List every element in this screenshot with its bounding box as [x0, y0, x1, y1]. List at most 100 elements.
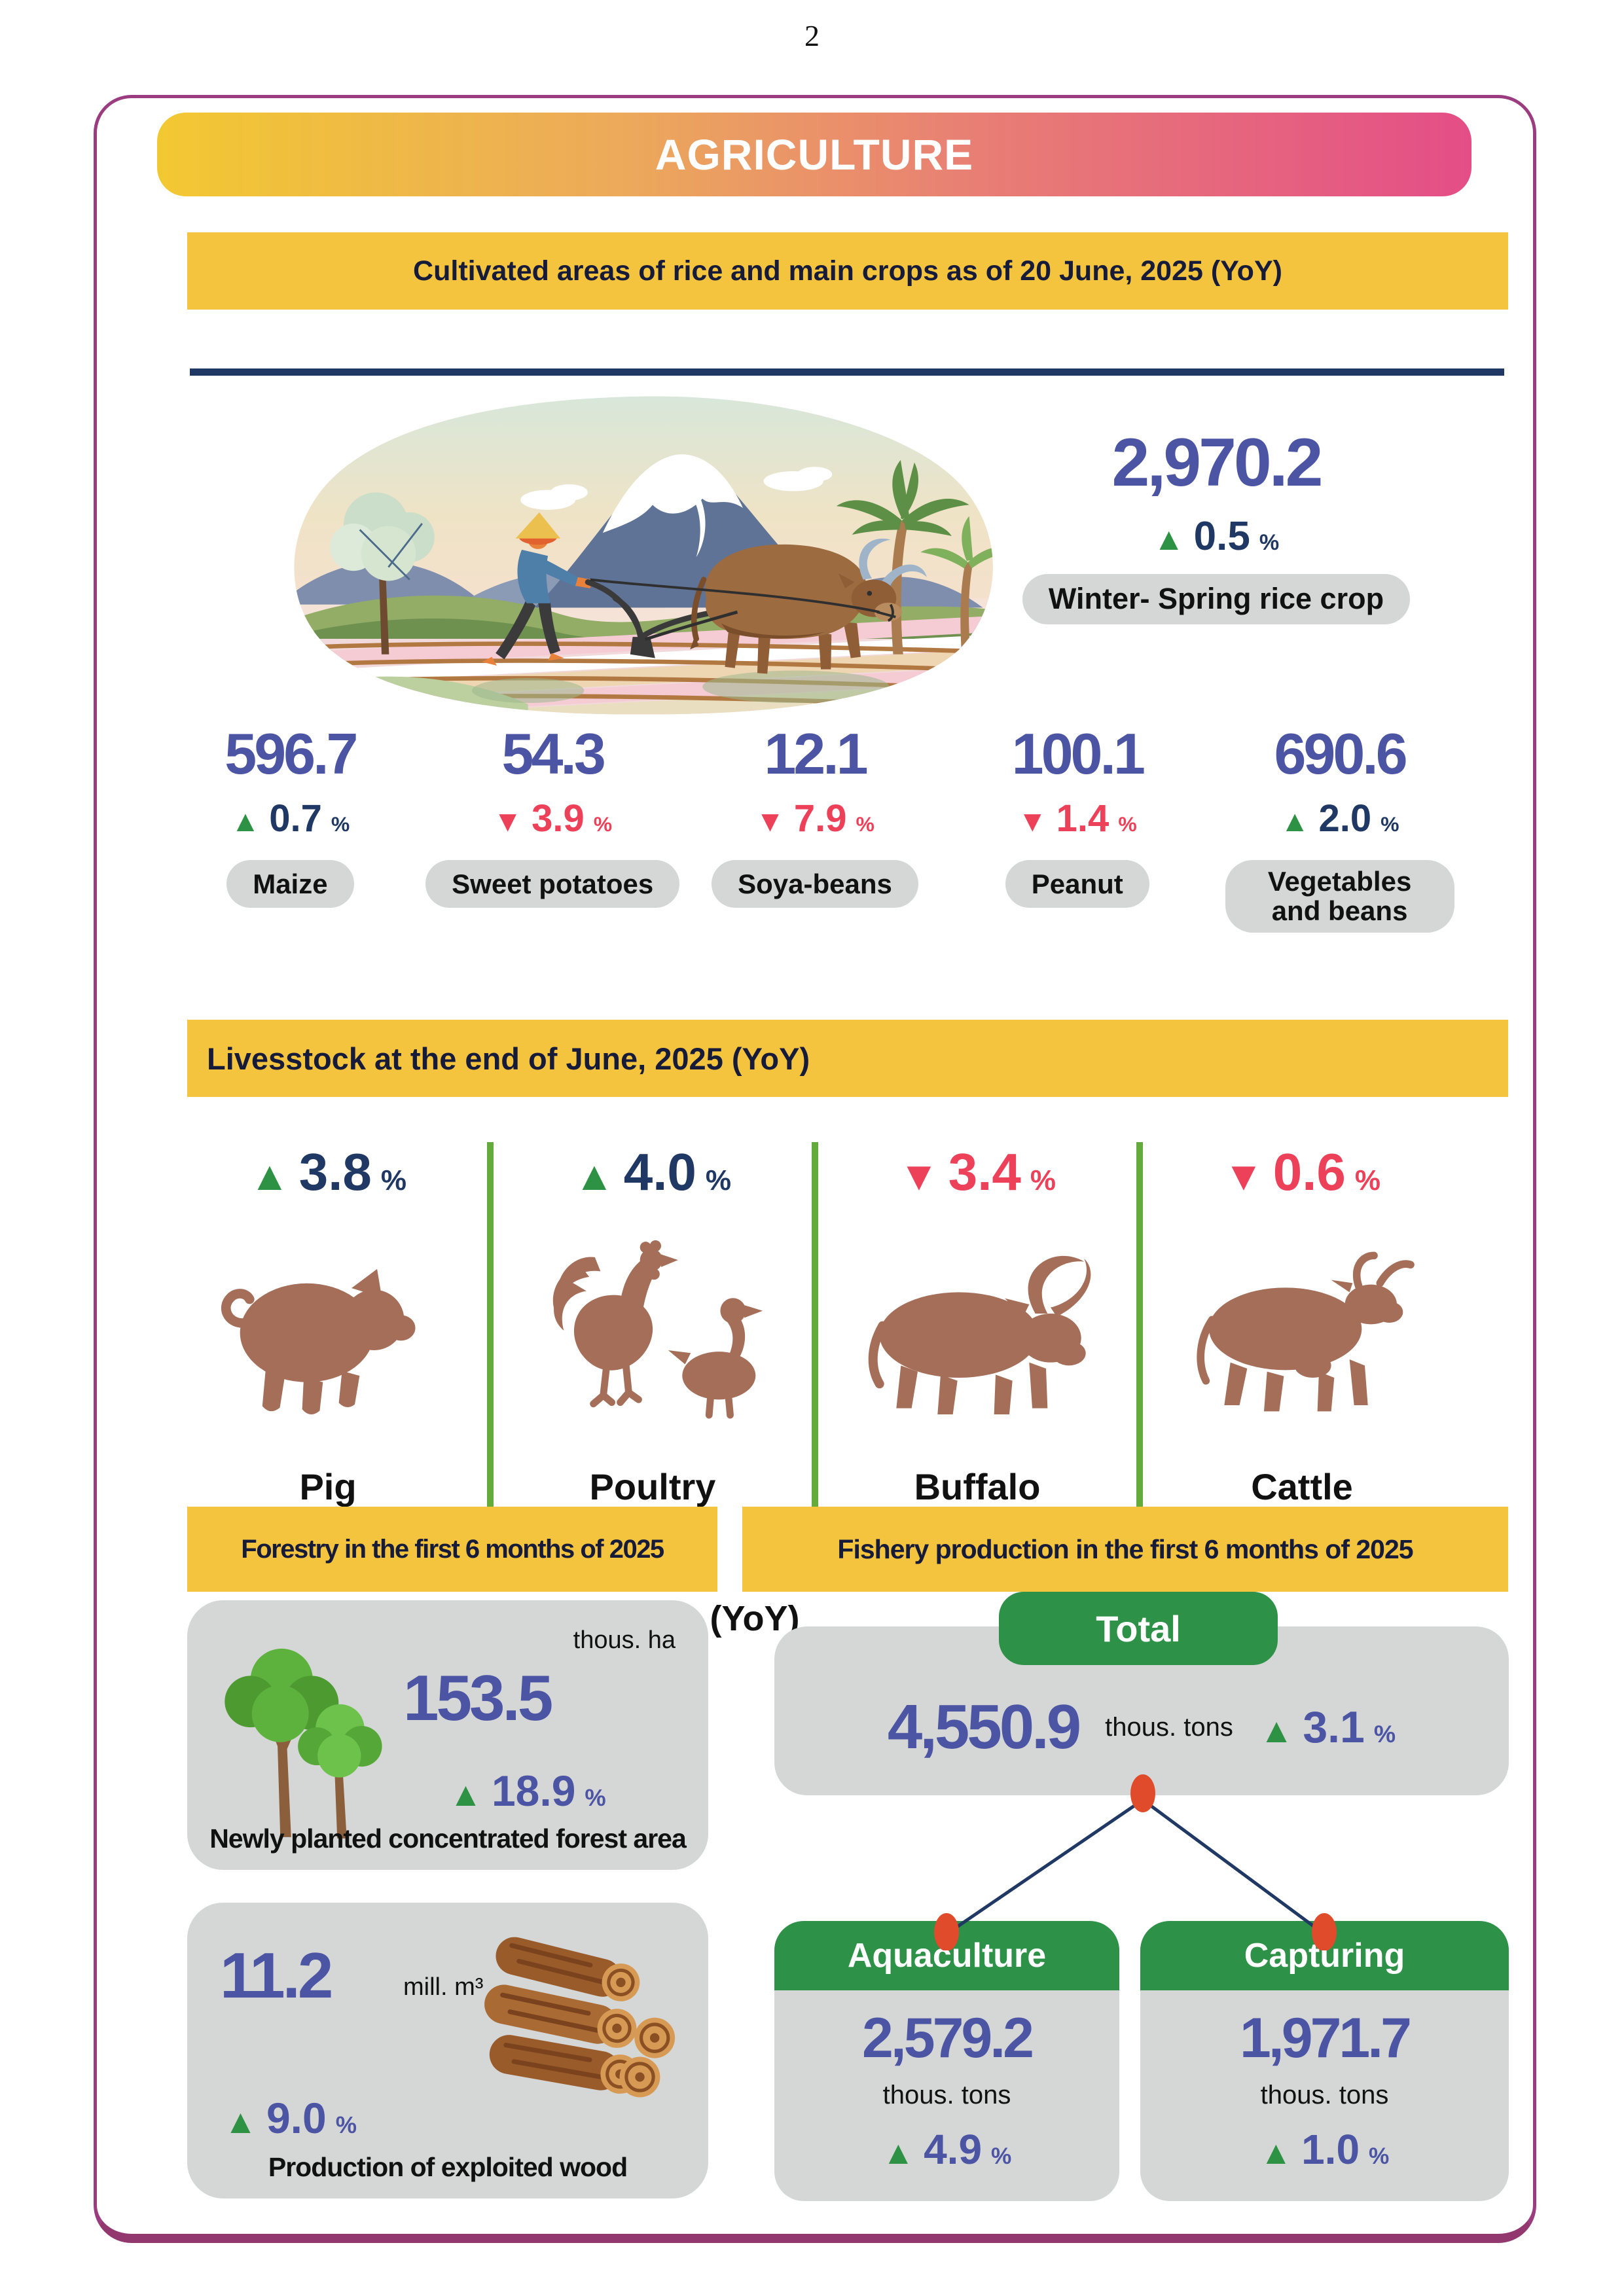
forestry-change: ▲ 9.0%	[224, 2094, 357, 2142]
livestock-change: ▲ 3.8%	[249, 1143, 407, 1201]
crop-item-soya-beans: 12.1 ▼ 7.9% Soya-beans	[684, 725, 947, 939]
buffalo-icon	[840, 1234, 1115, 1430]
crop-value: 54.3	[501, 721, 606, 786]
fishery-banner: Fishery production in the first 6 months…	[742, 1507, 1508, 1592]
livestock-label: Pig	[299, 1466, 357, 1507]
crop-change: ▼ 1.4%	[1017, 797, 1137, 840]
yoy-note: (YoY)	[710, 1599, 800, 1638]
up-arrow-icon: ▲	[449, 1775, 482, 1813]
crop-item-vegetables-beans: 690.6 ▲ 2.0% Vegetables and beans	[1208, 725, 1471, 939]
aquaculture-value: 2,579.2	[862, 2007, 1034, 2070]
livestock-change: ▼ 0.6%	[1223, 1143, 1381, 1201]
wood-logs-icon	[478, 1926, 694, 2123]
up-arrow-icon: ▲	[224, 2102, 257, 2140]
livestock-item-pig: ▲ 3.8% Pig	[169, 1142, 487, 1512]
crops-row: 596.7 ▲ 0.7% Maize 54.3 ▼ 3.9% Sweet pot…	[159, 725, 1471, 939]
crop-value: 690.6	[1274, 721, 1407, 786]
fishery-banner-text: Fishery production in the first 6 months…	[837, 1534, 1413, 1564]
livestock-change: ▼ 3.4%	[898, 1143, 1056, 1201]
fishery-total-value: 4,550.9	[887, 1692, 1081, 1762]
livestock-label: Buffalo	[914, 1466, 1041, 1507]
forestry-wood-box: 11.2 mill. m³	[187, 1903, 708, 2198]
crop-value: 596.7	[225, 721, 358, 786]
livestock-label: Poultry	[589, 1466, 716, 1507]
forestry-value: 153.5	[403, 1662, 553, 1734]
fishery-total-change: ▲ 3.1%	[1259, 1702, 1396, 1752]
up-arrow-icon: ▲	[249, 1154, 290, 1199]
up-arrow-icon: ▲	[230, 804, 261, 838]
up-arrow-icon: ▲	[1280, 804, 1310, 838]
capturing-change: ▲ 1.0%	[1259, 2126, 1390, 2173]
up-arrow-icon: ▲	[1153, 522, 1185, 557]
crop-label: Maize	[226, 860, 354, 908]
livestock-row: ▲ 3.8% Pig	[169, 1142, 1461, 1512]
forestry-unit: mill. m³	[403, 1973, 484, 2001]
crop-item-maize: 596.7 ▲ 0.7% Maize	[159, 725, 422, 939]
section-header-banner: AGRICULTURE	[157, 113, 1471, 196]
crop-label: Soya-beans	[712, 860, 918, 908]
capturing-value: 1,971.7	[1240, 2007, 1412, 2070]
down-arrow-icon: ▼	[898, 1154, 939, 1199]
cattle-icon	[1172, 1234, 1432, 1430]
aquaculture-change: ▲ 4.9%	[882, 2126, 1012, 2173]
livestock-item-cattle: ▼ 0.6%	[1136, 1142, 1461, 1512]
livestock-banner-text: Livesstock at the end of June, 2025 (YoY…	[207, 1041, 810, 1076]
pig-icon	[208, 1234, 447, 1430]
rice-crop-label: Winter- Spring rice crop	[1022, 574, 1411, 624]
rice-crop-change: ▲ 0.5%	[1153, 514, 1280, 559]
crop-value: 100.1	[1011, 721, 1146, 786]
rice-farming-illustration	[251, 393, 1030, 717]
divider-line	[190, 368, 1504, 376]
forestry-label: Newly planted concentrated forest area	[209, 1823, 687, 1854]
aquaculture-header: Aquaculture	[774, 1921, 1119, 1990]
forestry-banner-text: Forestry in the first 6 months of 2025	[241, 1534, 664, 1564]
poultry-icon	[533, 1234, 772, 1430]
capturing-box: Capturing 1,971.7 thous. tons ▲ 1.0%	[1140, 1921, 1509, 2201]
farmer-buffalo-scene-icon	[294, 396, 993, 715]
up-arrow-icon: ▲	[1259, 1712, 1294, 1750]
capturing-unit: thous. tons	[1260, 2081, 1389, 2109]
crop-item-peanut: 100.1 ▼ 1.4% Peanut	[946, 725, 1208, 939]
forestry-change: ▲ 18.9%	[449, 1767, 606, 1815]
aquaculture-box: Aquaculture 2,579.2 thous. tons ▲ 4.9%	[774, 1921, 1119, 2201]
crop-label: Sweet potatoes	[425, 860, 680, 908]
crop-item-sweet-potatoes: 54.3 ▼ 3.9% Sweet potatoes	[422, 725, 684, 939]
forestry-value: 11.2	[220, 1939, 333, 2011]
livestock-item-poultry: ▲ 4.0%	[487, 1142, 812, 1512]
livestock-banner: Livesstock at the end of June, 2025 (YoY…	[187, 1020, 1508, 1097]
page-title: AGRICULTURE	[655, 130, 974, 179]
up-arrow-icon: ▲	[573, 1154, 615, 1199]
down-arrow-icon: ▼	[1223, 1154, 1264, 1199]
forestry-label: Production of exploited wood	[268, 2152, 628, 2182]
crop-change: ▼ 7.9%	[755, 797, 875, 840]
forestry-planted-box: thous. ha 153.5 ▲ 18.9% Newly planted co…	[187, 1600, 708, 1870]
crop-label: Peanut	[1005, 860, 1149, 908]
fishery-total-unit: thous. tons	[1105, 1712, 1233, 1742]
up-arrow-icon: ▲	[1259, 2134, 1293, 2171]
crop-value: 12.1	[764, 721, 868, 786]
agriculture-infographic-card: AGRICULTURE Cultivated areas of rice and…	[94, 95, 1536, 2243]
fishery-total-box: 4,550.9 thous. tons ▲ 3.1%	[774, 1626, 1509, 1795]
crop-label: Vegetables and beans	[1225, 860, 1454, 933]
crops-banner: Cultivated areas of rice and main crops …	[187, 232, 1508, 310]
page-number: 2	[804, 19, 820, 52]
down-arrow-icon: ▼	[1017, 804, 1047, 838]
capturing-header: Capturing	[1140, 1921, 1509, 1990]
rice-crop-value: 2,970.2	[1111, 425, 1324, 501]
crop-change: ▲ 2.0%	[1280, 797, 1399, 840]
down-arrow-icon: ▼	[755, 804, 785, 838]
rice-crop-stat: 2,970.2 ▲ 0.5% Winter- Spring rice crop	[1013, 429, 1419, 624]
crop-change: ▲ 0.7%	[230, 797, 350, 840]
forestry-banner: Forestry in the first 6 months of 2025	[187, 1507, 717, 1592]
forestry-unit: thous. ha	[573, 1626, 676, 1654]
crop-change: ▼ 3.9%	[493, 797, 613, 840]
aquaculture-unit: thous. tons	[882, 2081, 1011, 2109]
livestock-item-buffalo: ▼ 3.4%	[812, 1142, 1136, 1512]
trees-icon	[200, 1623, 390, 1848]
crops-banner-text: Cultivated areas of rice and main crops …	[413, 255, 1282, 287]
up-arrow-icon: ▲	[882, 2134, 915, 2171]
livestock-change: ▲ 4.0%	[573, 1143, 732, 1201]
livestock-label: Cattle	[1251, 1466, 1353, 1507]
fishery-total-badge: Total	[999, 1592, 1278, 1665]
down-arrow-icon: ▼	[493, 804, 523, 838]
